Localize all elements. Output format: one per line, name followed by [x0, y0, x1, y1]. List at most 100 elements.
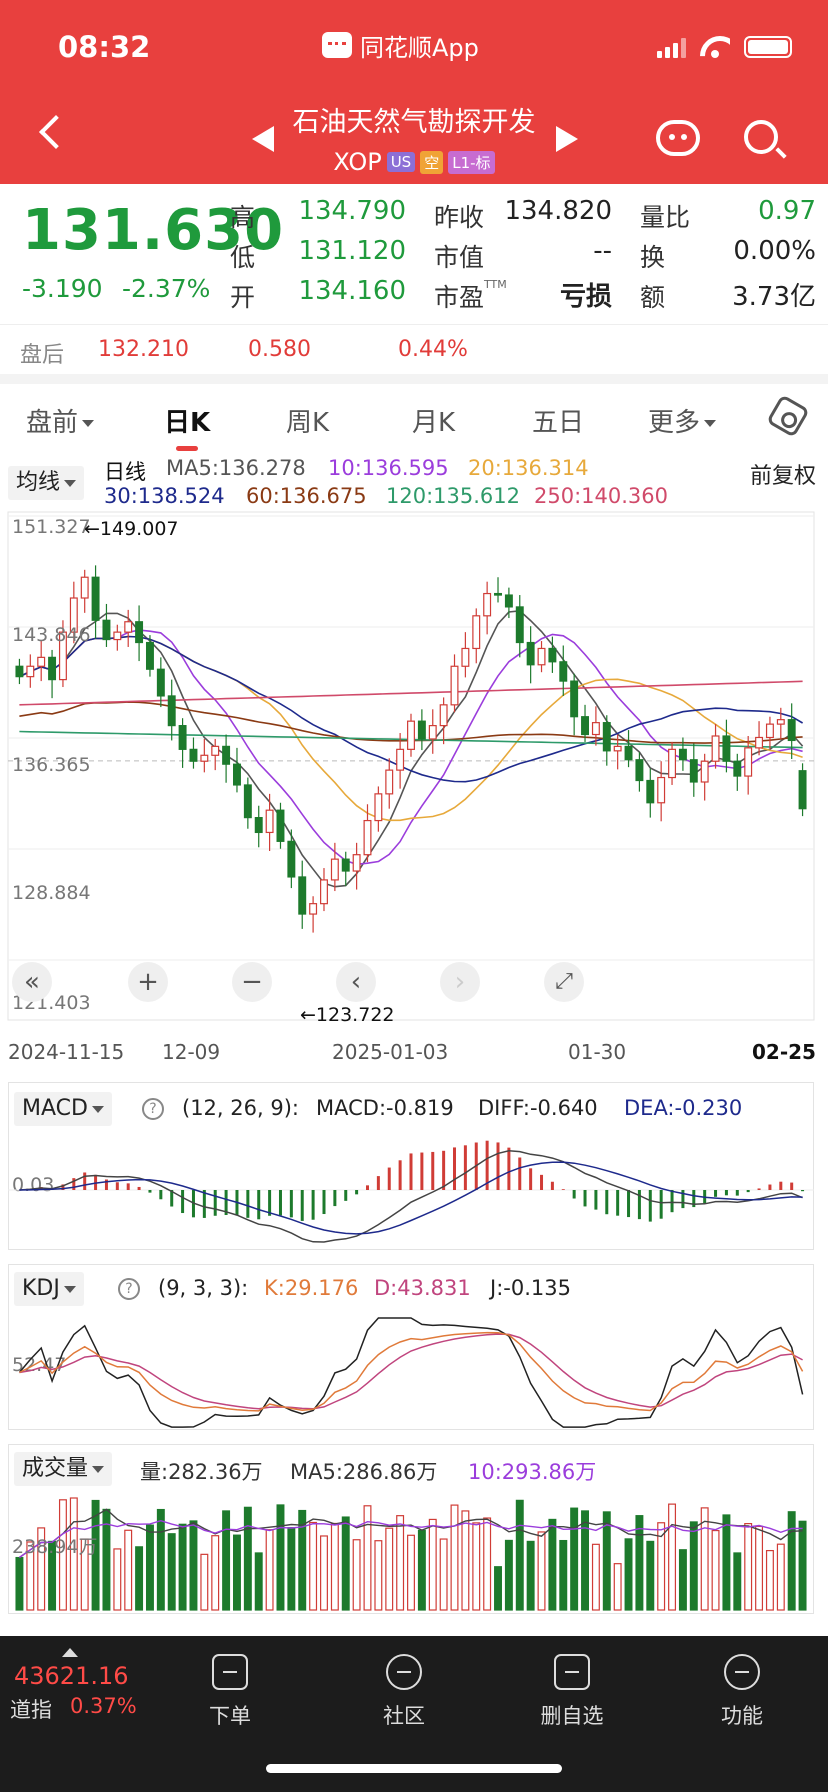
diff-line — [19, 1149, 803, 1243]
period-label: 日线 — [104, 460, 146, 484]
volume-bar — [776, 1543, 785, 1611]
tab-five-day[interactable]: 五日 — [532, 408, 585, 438]
candle-body — [776, 719, 785, 725]
volume-select[interactable]: 成交量 — [14, 1452, 113, 1486]
search-icon[interactable] — [744, 120, 778, 154]
tab-monthly-k[interactable]: 月K — [412, 408, 456, 438]
volume-bar — [91, 1499, 100, 1611]
market-cap-value: -- — [593, 236, 612, 266]
after-hours-price: 132.210 — [98, 337, 189, 362]
zoom-in-button[interactable]: + — [128, 962, 168, 1002]
volume-bar — [222, 1510, 231, 1611]
next-stock-icon[interactable] — [556, 126, 578, 152]
zoom-out-button[interactable]: − — [232, 962, 272, 1002]
tab-daily-k[interactable]: 日K — [164, 408, 211, 438]
volume-bar — [211, 1535, 220, 1611]
volume-y-tick: 238.94万 — [12, 1536, 98, 1558]
y-tick-label: 143.846 — [12, 624, 91, 646]
chevron-down-icon — [92, 1465, 105, 1473]
scroll-left-button[interactable]: ‹ — [336, 962, 376, 1002]
macd-select[interactable]: MACD — [14, 1092, 112, 1126]
candle-body — [135, 621, 144, 644]
kdj-chart — [18, 1317, 804, 1428]
candle-body — [624, 745, 633, 761]
candle-body — [189, 748, 198, 762]
nav-community[interactable]: 社区 — [344, 1646, 464, 1730]
candle-body — [722, 735, 731, 762]
help-icon[interactable]: ? — [118, 1278, 140, 1300]
volume-bar — [330, 1522, 339, 1611]
candle-body — [417, 720, 426, 740]
volume-bar — [113, 1548, 122, 1611]
candle-body — [428, 725, 437, 740]
scroll-right-button[interactable]: › — [440, 962, 480, 1002]
kdj-d-line — [19, 1333, 803, 1410]
header-bar: 08:32 同花顺App 石油天然气勘探开发 XOP US 空 L1-标 — [0, 0, 828, 184]
kdj-panel — [8, 1264, 814, 1430]
candle-body — [233, 763, 241, 786]
expand-up-icon[interactable] — [62, 1648, 78, 1657]
app-indicator[interactable]: 同花顺App — [322, 28, 479, 62]
candle-body — [635, 759, 644, 782]
candle-body — [602, 722, 611, 752]
prev-stock-icon[interactable] — [252, 126, 274, 152]
short-tag: 空 — [420, 150, 444, 174]
tab-premarket[interactable]: 盘前 — [26, 402, 95, 439]
volume-bar — [515, 1499, 524, 1611]
candle-body — [537, 647, 546, 666]
kdj-y-tick: 52.47 — [12, 1354, 67, 1376]
macd-chart — [8, 1140, 814, 1243]
y-tick-label: 136.365 — [12, 754, 91, 776]
after-hours-label: 盘后 — [20, 343, 65, 368]
ma10-value: 10:136.595 — [328, 456, 449, 480]
volume-bar — [352, 1539, 361, 1611]
candle-body — [102, 619, 111, 641]
candle-body — [330, 858, 339, 881]
ma-indicator-select[interactable]: 均线 — [8, 466, 85, 500]
nav-functions[interactable]: 功能 — [682, 1646, 802, 1730]
ma60-value: 60:136.675 — [246, 484, 367, 508]
candle-body — [515, 606, 524, 644]
tab-weekly-k[interactable]: 周K — [286, 408, 330, 438]
community-star-icon — [386, 1654, 422, 1690]
help-icon[interactable]: ? — [142, 1098, 164, 1120]
after-hours-pct: 0.44% — [398, 337, 468, 362]
adjust-mode[interactable]: 前复权 — [749, 464, 816, 489]
x-tick-label: 12-09 — [162, 1040, 221, 1064]
nav-order[interactable]: 下单 — [170, 1646, 290, 1730]
wifi-icon — [700, 36, 730, 58]
back-icon[interactable] — [39, 115, 73, 149]
fullscreen-button[interactable]: ⤢ — [544, 962, 584, 1002]
low-label: 低 — [230, 243, 256, 272]
kdj-d: D:43.831 — [374, 1276, 471, 1300]
volume-bar — [374, 1540, 383, 1611]
robot-assistant-icon[interactable] — [656, 120, 700, 156]
volume-bar — [689, 1521, 698, 1611]
candle-body — [124, 621, 133, 633]
candle-body — [548, 647, 557, 663]
pe-ttm-mark: TTM — [484, 278, 507, 291]
volume-bar — [243, 1506, 252, 1611]
volume-bar — [15, 1556, 24, 1611]
kdj-select[interactable]: KDJ — [14, 1272, 84, 1306]
level-tag: L1-标 — [448, 150, 495, 174]
remove-watchlist-icon — [554, 1654, 590, 1690]
volume-bar — [167, 1533, 176, 1611]
signal-icon — [657, 36, 686, 58]
candle-body — [461, 647, 470, 667]
volume-bar — [559, 1539, 568, 1611]
zoom-out-max-button[interactable]: « — [12, 962, 52, 1002]
candle-body — [265, 809, 274, 834]
candlestick-chart[interactable] — [0, 508, 828, 1028]
volume-bar — [722, 1514, 731, 1611]
chevron-down-icon — [91, 1105, 104, 1113]
tab-more[interactable]: 更多 — [648, 402, 717, 439]
pe-label: 市盈TTM — [434, 278, 507, 312]
chevron-down-icon — [704, 420, 717, 427]
volume-ma10: 10:293.86万 — [468, 1460, 597, 1484]
volume-bar — [657, 1522, 666, 1611]
price-change-pct: -2.37% — [122, 274, 211, 303]
nav-remove-watchlist[interactable]: 删自选 — [512, 1646, 632, 1730]
volume-bar — [787, 1511, 796, 1611]
index-value[interactable]: 43621.16 — [14, 1662, 129, 1690]
